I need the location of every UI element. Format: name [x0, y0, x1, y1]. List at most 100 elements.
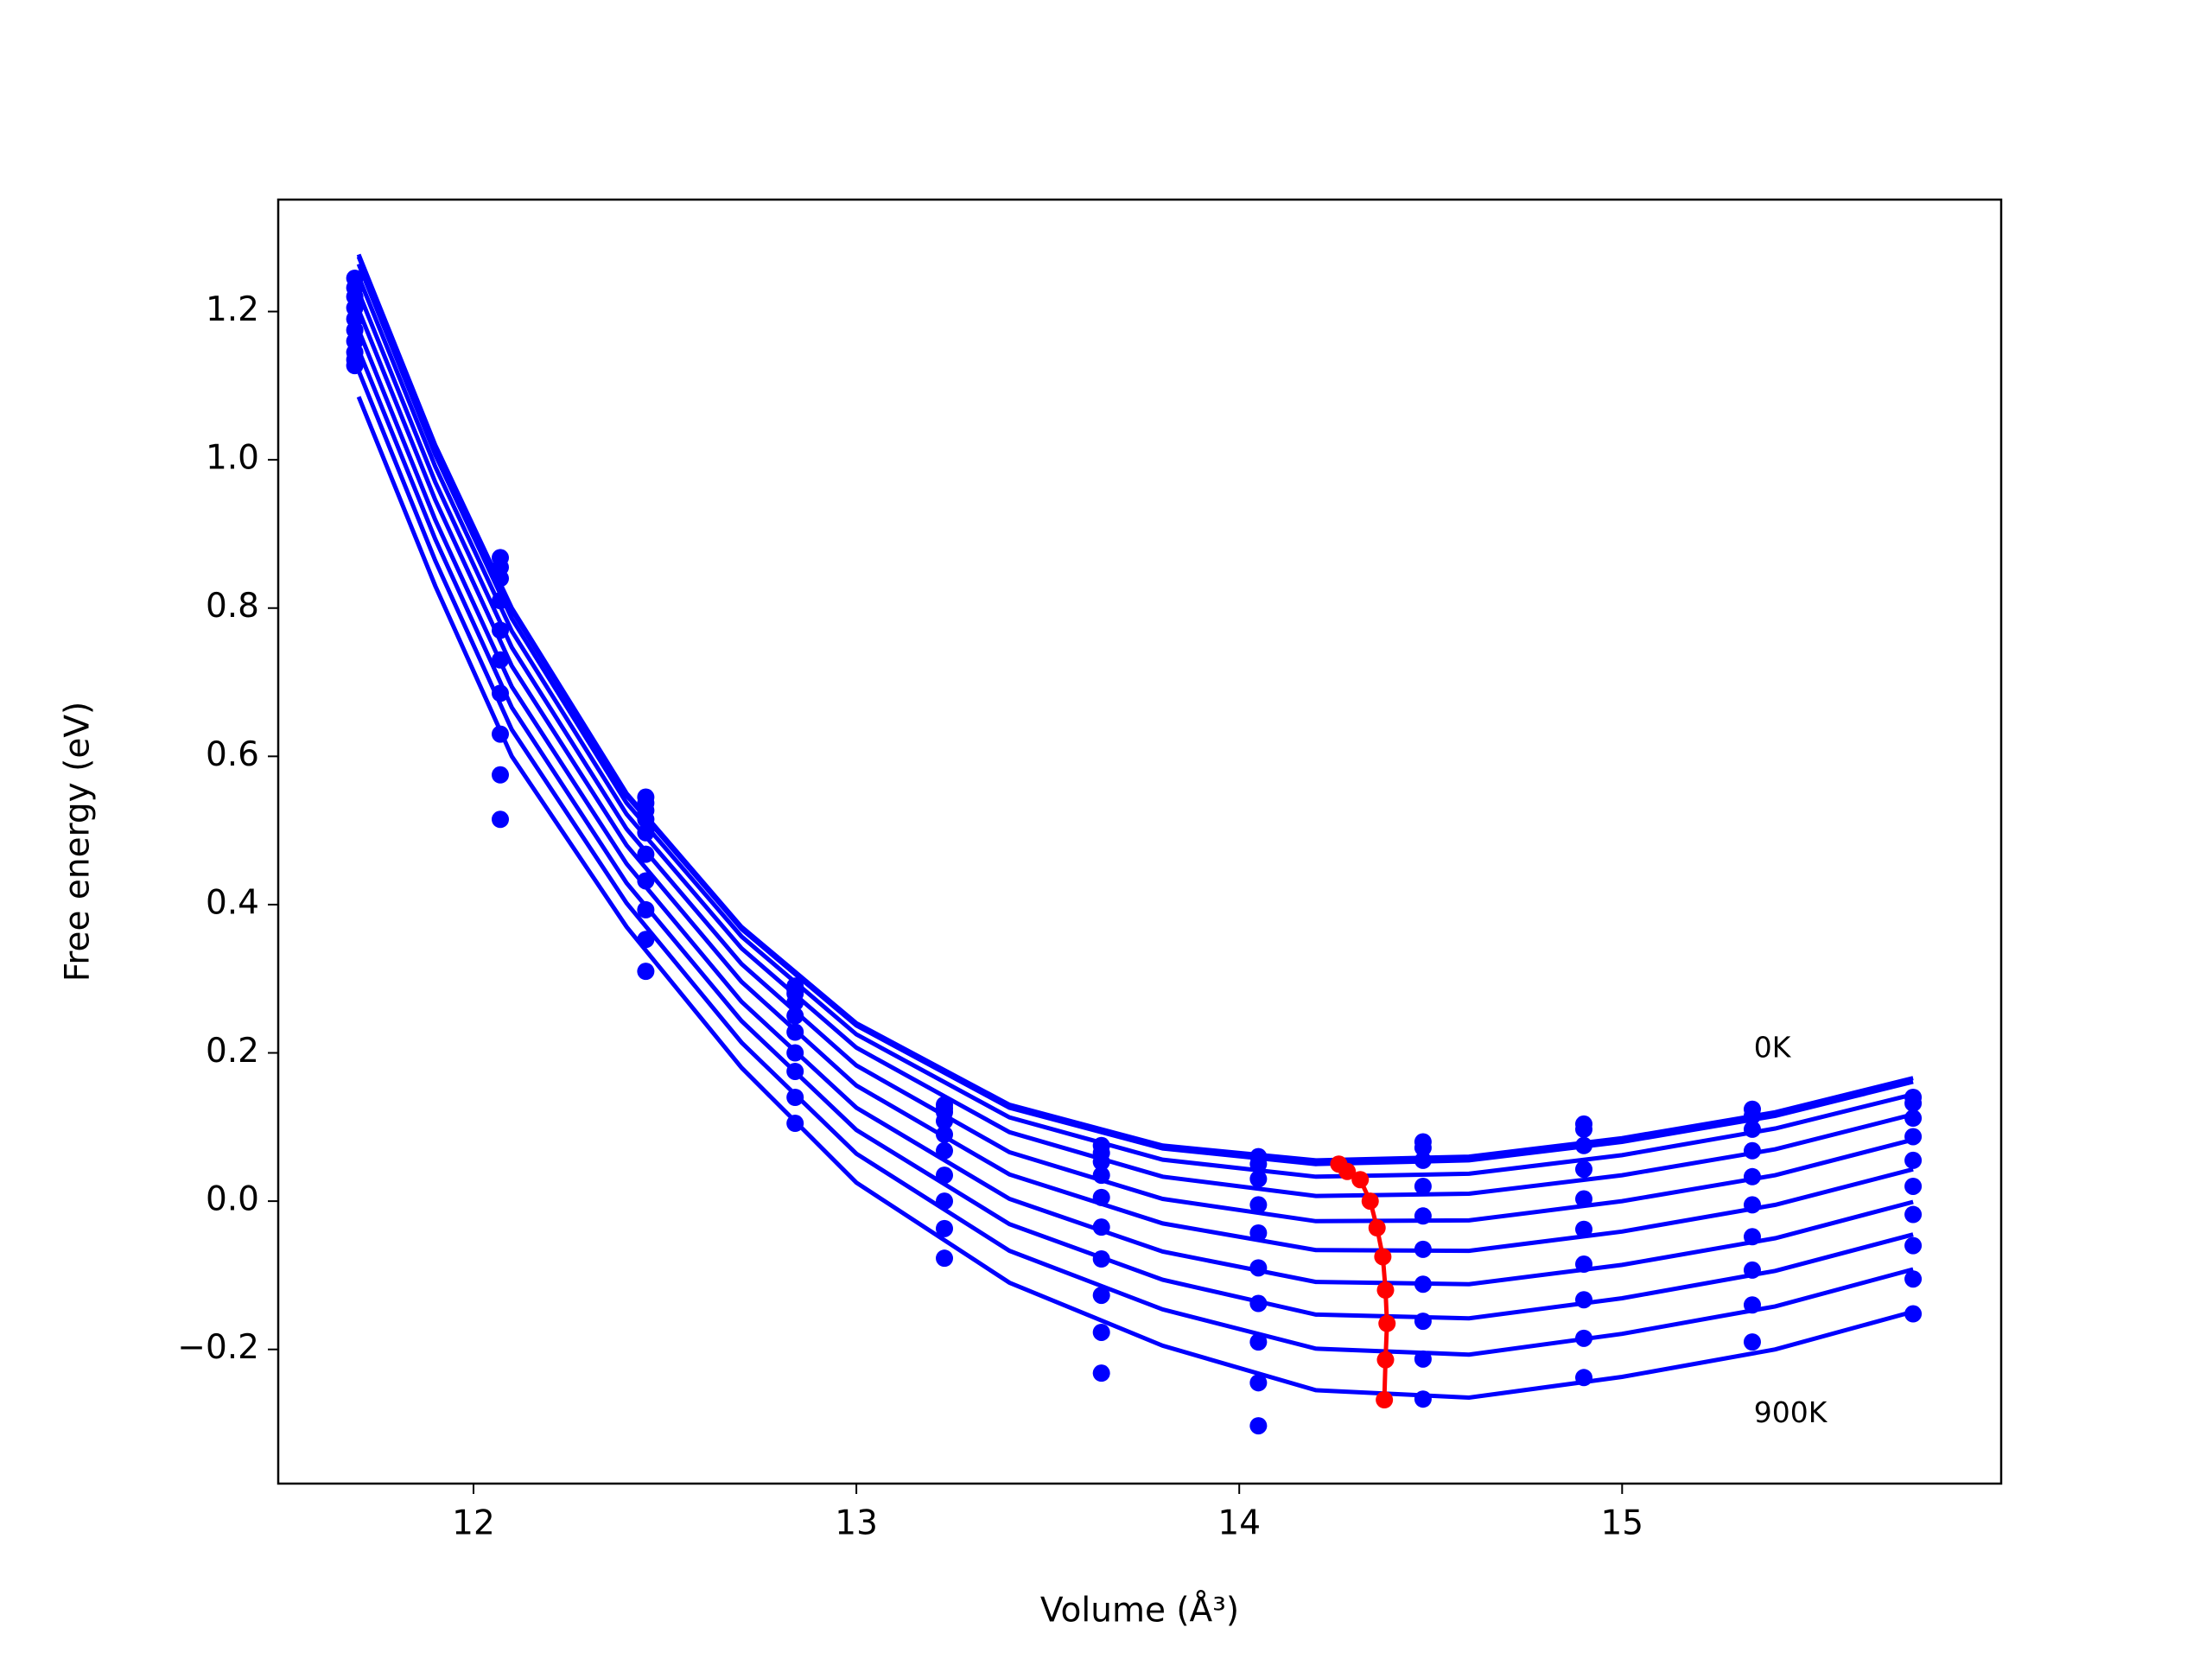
data-point	[1092, 1364, 1110, 1382]
data-point	[936, 1125, 954, 1143]
data-point	[1092, 1250, 1110, 1268]
y-axis-label: Free energy (eV)	[59, 702, 98, 982]
data-point	[1414, 1350, 1432, 1368]
data-point	[1249, 1333, 1268, 1351]
data-point	[1904, 1205, 1923, 1224]
data-point	[1414, 1207, 1432, 1225]
data-point	[786, 1007, 804, 1025]
minimum-point	[1361, 1192, 1379, 1211]
data-point	[1904, 1236, 1923, 1255]
data-point	[1414, 1177, 1432, 1195]
minimum-point	[1351, 1171, 1370, 1189]
fit-curve	[356, 396, 1914, 1401]
data-point	[1249, 1294, 1268, 1313]
data-point	[786, 1115, 804, 1133]
data-point	[1743, 1196, 1761, 1214]
data-point	[1904, 1151, 1923, 1169]
data-point	[492, 684, 510, 702]
data-point	[1092, 1153, 1110, 1171]
y-tick-label: 0.4	[206, 883, 259, 922]
data-point	[1575, 1329, 1593, 1347]
data-point	[637, 845, 655, 863]
data-point	[1743, 1141, 1761, 1160]
data-point	[1575, 1255, 1593, 1274]
data-point	[346, 357, 364, 375]
annotation: 0K	[1754, 1031, 1792, 1065]
x-tick-label: 15	[1600, 1504, 1643, 1543]
data-point	[936, 1166, 954, 1185]
data-point	[936, 1192, 954, 1211]
data-point	[1249, 1259, 1268, 1277]
data-point	[1904, 1305, 1923, 1323]
y-tick-label: 0.6	[206, 735, 259, 774]
data-point	[786, 1062, 804, 1080]
minimum-point	[1376, 1351, 1395, 1369]
fit-curve	[356, 349, 1914, 1321]
data-point	[1249, 1196, 1268, 1214]
data-point	[637, 900, 655, 918]
data-point	[637, 788, 655, 806]
data-point	[1249, 1374, 1268, 1392]
data-point	[1249, 1224, 1268, 1243]
data-point	[786, 981, 804, 999]
minimum-point	[1378, 1314, 1396, 1332]
data-point	[637, 823, 655, 842]
data-point	[936, 1141, 954, 1160]
data-point	[1092, 1188, 1110, 1206]
data-point	[936, 1099, 954, 1117]
annotation: 900K	[1754, 1395, 1828, 1429]
y-tick-label: 1.0	[206, 439, 259, 478]
data-point	[1575, 1190, 1593, 1208]
data-point	[1414, 1240, 1432, 1258]
x-axis-label: Volume (Å³)	[1040, 1590, 1239, 1630]
y-tick-label: 0.0	[206, 1180, 259, 1219]
data-point	[1575, 1220, 1593, 1238]
data-point	[1414, 1275, 1432, 1294]
data-point	[492, 621, 510, 639]
data-point	[1575, 1369, 1593, 1387]
x-tick-label: 14	[1217, 1504, 1261, 1543]
data-point	[492, 651, 510, 669]
data-point	[786, 1044, 804, 1062]
data-point	[936, 1219, 954, 1237]
data-point	[1575, 1160, 1593, 1179]
data-point	[1743, 1261, 1761, 1279]
data-point	[637, 872, 655, 890]
data-point	[637, 810, 655, 829]
data-point	[492, 766, 510, 784]
data-point	[1575, 1136, 1593, 1154]
data-point	[1743, 1167, 1761, 1185]
data-point	[637, 931, 655, 949]
fit-curve	[356, 370, 1914, 1357]
data-point	[1904, 1177, 1923, 1195]
data-point	[1092, 1323, 1110, 1341]
y-tick-label: 0.8	[206, 587, 259, 626]
data-point	[1575, 1120, 1593, 1138]
data-point	[1249, 1170, 1268, 1188]
data-point	[1904, 1270, 1923, 1288]
fit-curve	[356, 308, 1914, 1254]
data-point	[936, 1249, 954, 1268]
y-tick-label: 1.2	[206, 290, 259, 329]
data-point	[1414, 1390, 1432, 1408]
data-point	[492, 569, 510, 588]
data-point	[637, 963, 655, 981]
y-tick-label: −0.2	[177, 1328, 259, 1367]
data-point	[1249, 1417, 1268, 1435]
data-point	[1092, 1218, 1110, 1236]
data-point	[1743, 1333, 1761, 1351]
data-point	[786, 1088, 804, 1106]
data-point	[936, 1112, 954, 1130]
minimum-point	[1338, 1162, 1357, 1180]
y-tick-label: 0.2	[206, 1032, 259, 1071]
data-point	[492, 810, 510, 829]
minimum-point	[1376, 1391, 1394, 1409]
data-point	[1414, 1139, 1432, 1157]
data-point	[1743, 1296, 1761, 1314]
x-tick-label: 13	[835, 1504, 878, 1543]
data-point	[786, 1023, 804, 1041]
data-point	[1092, 1287, 1110, 1305]
data-point	[1575, 1291, 1593, 1309]
